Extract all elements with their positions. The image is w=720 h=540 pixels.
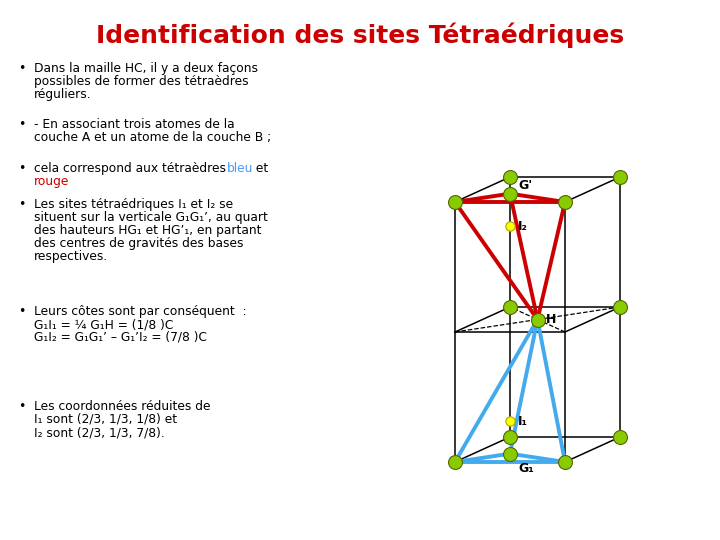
Text: •: • <box>18 305 25 318</box>
Text: G₁: G₁ <box>518 462 534 475</box>
Point <box>504 433 516 441</box>
Text: rouge: rouge <box>34 175 69 188</box>
Text: Leurs côtes sont par conséquent  :: Leurs côtes sont par conséquent : <box>34 305 246 318</box>
Text: Les sites tétraédriques I₁ et I₂ se: Les sites tétraédriques I₁ et I₂ se <box>34 198 233 211</box>
Point <box>504 190 516 198</box>
Text: I₁ sont (2/3, 1/3, 1/8) et: I₁ sont (2/3, 1/3, 1/8) et <box>34 413 177 426</box>
Text: cela correspond aux tétraèdres: cela correspond aux tétraèdres <box>34 162 230 175</box>
Text: H: H <box>546 313 556 326</box>
Text: I₂: I₂ <box>518 220 528 233</box>
Text: Dans la maille HC, il y a deux façons: Dans la maille HC, il y a deux façons <box>34 62 258 75</box>
Text: - En associant trois atomes de la: - En associant trois atomes de la <box>34 118 235 131</box>
Text: •: • <box>18 62 25 75</box>
Text: bleu: bleu <box>227 162 253 175</box>
Point <box>532 315 544 324</box>
Point <box>504 173 516 181</box>
Text: situent sur la verticale G₁G₁’, au quart: situent sur la verticale G₁G₁’, au quart <box>34 211 268 224</box>
Point <box>614 433 626 441</box>
Text: •: • <box>18 400 25 413</box>
Text: •: • <box>18 198 25 211</box>
Text: respectives.: respectives. <box>34 250 108 263</box>
Point <box>559 458 571 467</box>
Point <box>504 417 516 426</box>
Point <box>614 303 626 312</box>
Point <box>559 198 571 206</box>
Point <box>504 449 516 458</box>
Text: Identification des sites Tétraédriques: Identification des sites Tétraédriques <box>96 22 624 48</box>
Text: Les coordonnées réduites de: Les coordonnées réduites de <box>34 400 210 413</box>
Point <box>449 198 461 206</box>
Point <box>504 222 516 231</box>
Text: réguliers.: réguliers. <box>34 88 91 101</box>
Text: et: et <box>252 162 269 175</box>
Text: G₁I₂ = G₁G₁’ – G₁’I₂ = (7/8 )C: G₁I₂ = G₁G₁’ – G₁’I₂ = (7/8 )C <box>34 331 207 344</box>
Text: couche A et un atome de la couche B ;: couche A et un atome de la couche B ; <box>34 131 271 144</box>
Text: possibles de former des tétraèdres: possibles de former des tétraèdres <box>34 75 248 88</box>
Text: G': G' <box>518 179 532 192</box>
Text: I₁: I₁ <box>518 415 528 428</box>
Text: des centres de gravités des bases: des centres de gravités des bases <box>34 237 243 250</box>
Text: G₁I₁ = ¼ G₁H = (1/8 )C: G₁I₁ = ¼ G₁H = (1/8 )C <box>34 318 174 331</box>
Point <box>614 173 626 181</box>
Text: •: • <box>18 118 25 131</box>
Text: I₂ sont (2/3, 1/3, 7/8).: I₂ sont (2/3, 1/3, 7/8). <box>34 426 165 439</box>
Point <box>504 303 516 312</box>
Point <box>449 458 461 467</box>
Text: des hauteurs HG₁ et HG’₁, en partant: des hauteurs HG₁ et HG’₁, en partant <box>34 224 261 237</box>
Text: •: • <box>18 162 25 175</box>
